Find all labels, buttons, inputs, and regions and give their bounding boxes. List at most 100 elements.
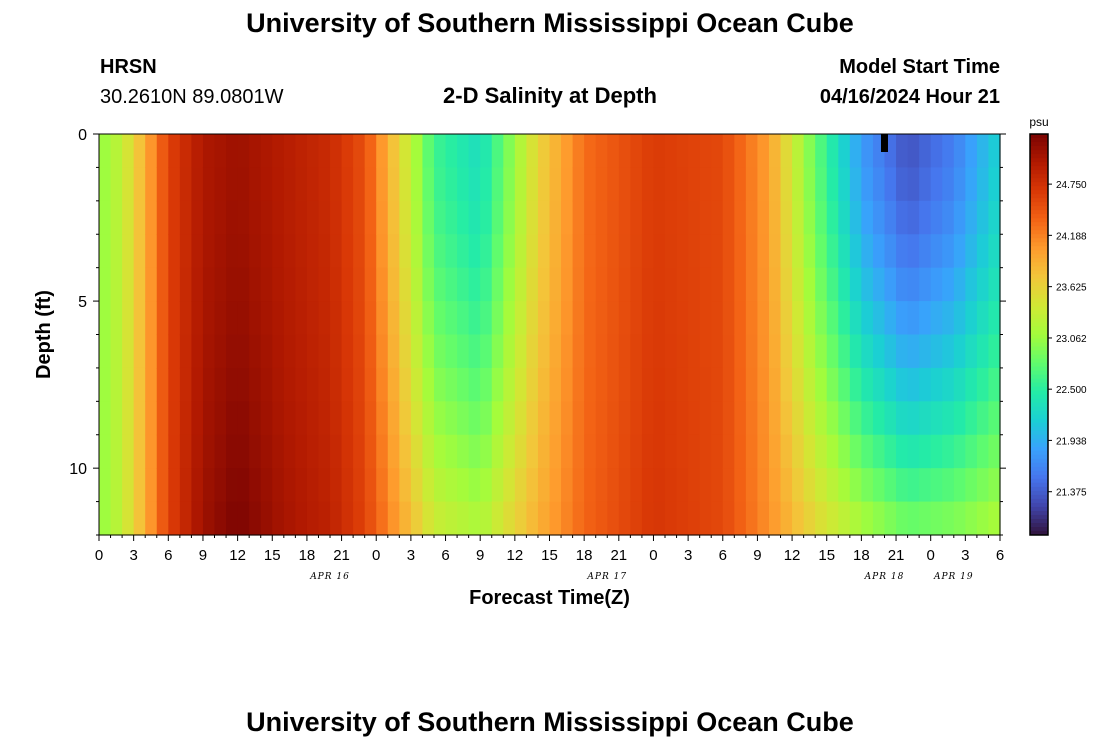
heatmap-cell (249, 501, 262, 536)
colorbar-swatch (1030, 182, 1048, 187)
heatmap-cell (838, 301, 851, 336)
heatmap-cell (595, 367, 608, 402)
heatmap-cell (757, 167, 770, 202)
colorbar-swatch (1030, 526, 1048, 532)
colorbar-swatch (1030, 290, 1048, 295)
heatmap-cell (179, 367, 193, 402)
heatmap-cell (503, 468, 516, 503)
heatmap-cell (341, 401, 354, 436)
heatmap-cell (665, 334, 678, 369)
x-tick-label: 18 (299, 547, 316, 564)
heatmap-cell (618, 367, 631, 402)
heatmap-cell (734, 367, 747, 402)
heatmap-cell (561, 367, 574, 402)
heatmap-cell (422, 367, 435, 402)
heatmap-cell (480, 234, 493, 269)
heatmap-cell (526, 401, 539, 436)
heatmap-cell (930, 134, 943, 169)
x-tick-label: 3 (684, 547, 692, 564)
heatmap-cell (410, 200, 424, 235)
colorbar-swatch (1030, 398, 1048, 404)
heatmap-cell (156, 434, 169, 469)
colorbar-swatch (1030, 274, 1048, 279)
heatmap-cell (699, 401, 712, 436)
heatmap-cell (399, 334, 412, 369)
heatmap-cell (341, 301, 354, 336)
heatmap-cell (537, 334, 551, 369)
heatmap-cell (896, 434, 909, 469)
x-tick-label: 0 (927, 547, 935, 564)
heatmap-cell (468, 334, 481, 369)
heatmap-cell (179, 434, 193, 469)
heatmap-cell (780, 434, 793, 469)
colorbar-swatch (1030, 158, 1048, 163)
heatmap-cell (641, 401, 655, 436)
heatmap-cell (353, 134, 366, 169)
heatmap-cell (688, 334, 701, 369)
heatmap-cell (641, 234, 655, 269)
heatmap-cell (306, 301, 320, 336)
heatmap-cell (318, 367, 331, 402)
heatmap-cell (260, 234, 273, 269)
x-tick-label: 12 (784, 547, 801, 564)
heatmap-cell (630, 334, 643, 369)
x-tick-label: 3 (407, 547, 415, 564)
heatmap-cell (387, 267, 400, 302)
heatmap-cell (907, 167, 920, 202)
heatmap-cell (676, 468, 689, 503)
heatmap-cell (584, 167, 597, 202)
heatmap-cell (226, 401, 239, 436)
heatmap-cell (607, 234, 620, 269)
heatmap-cell (445, 401, 458, 436)
heatmap-cell (549, 200, 562, 235)
colorbar-swatch (1030, 218, 1048, 223)
heatmap-cell (572, 234, 585, 269)
heatmap-cell (133, 234, 146, 269)
heatmap-cell (884, 401, 897, 436)
heatmap-cell (907, 334, 920, 369)
heatmap-cell (757, 267, 770, 302)
heatmap-cell (561, 334, 574, 369)
heatmap-cell (618, 501, 631, 536)
colorbar-swatch (1030, 270, 1048, 275)
heatmap-cell (641, 434, 655, 469)
heatmap-cell (607, 301, 620, 336)
heatmap-cell (514, 367, 527, 402)
colorbar-tick-label: 24.188 (1056, 231, 1087, 242)
heatmap-cell (618, 401, 631, 436)
heatmap-cell (711, 468, 724, 503)
station-coordinates: 30.2610N 89.0801W (100, 86, 284, 108)
heatmap-cell (514, 301, 527, 336)
heatmap-cell (191, 167, 204, 202)
heatmap-cell (757, 334, 770, 369)
heatmap-cell (122, 367, 135, 402)
heatmap-cell (145, 468, 158, 503)
heatmap-cell (688, 134, 701, 169)
heatmap-cell (942, 267, 955, 302)
heatmap-cell (734, 301, 747, 336)
heatmap-cell (387, 501, 400, 536)
heatmap-cell (179, 334, 193, 369)
heatmap-cell (561, 401, 574, 436)
heatmap-cell (526, 301, 539, 336)
colorbar-swatch (1030, 154, 1048, 159)
heatmap-cell (306, 367, 320, 402)
heatmap-cell (480, 267, 493, 302)
heatmap-cell (907, 200, 920, 235)
heatmap-cell (110, 167, 123, 202)
heatmap-cell (595, 267, 608, 302)
x-tick-label: 0 (649, 547, 657, 564)
heatmap-cell (387, 200, 400, 235)
heatmap-cell (226, 234, 239, 269)
heatmap-cell (283, 434, 296, 469)
x-tick-label: 3 (961, 547, 969, 564)
heatmap-cell (168, 234, 181, 269)
heatmap-cell (514, 501, 527, 536)
colorbar-swatch (1030, 178, 1048, 183)
heatmap-cell (745, 334, 759, 369)
colorbar-swatch (1030, 498, 1048, 504)
heatmap-cell (179, 401, 193, 436)
heatmap-cell (907, 434, 920, 469)
x-tick-label: 6 (719, 547, 727, 564)
heatmap-cell (433, 134, 447, 169)
